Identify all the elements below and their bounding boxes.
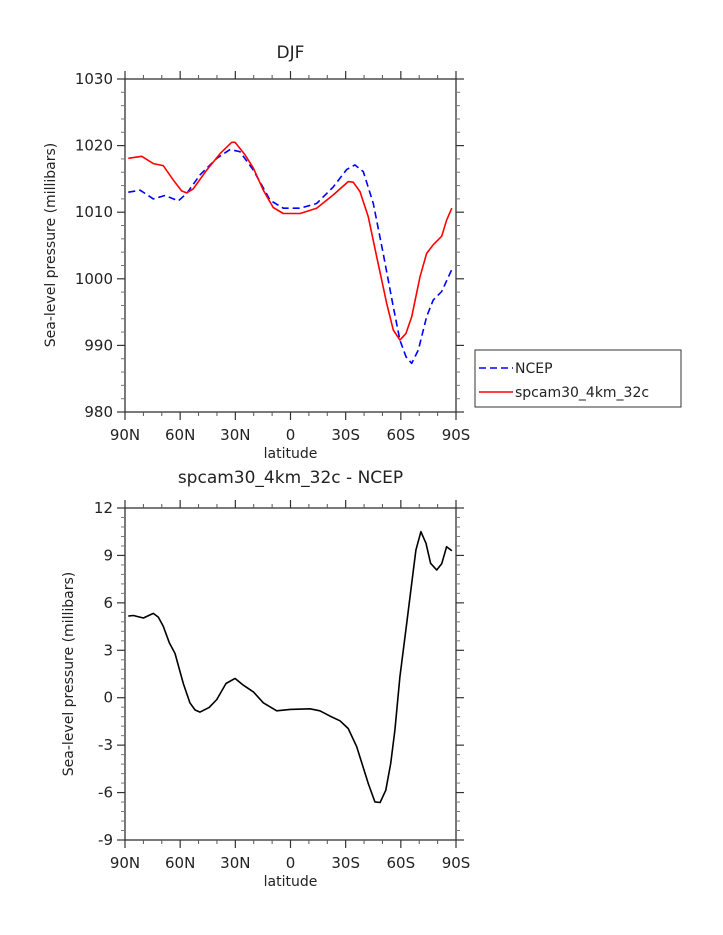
chart-title: DJF xyxy=(277,43,305,63)
plot-frame xyxy=(124,78,457,413)
x-tick-label: 90N xyxy=(110,426,140,444)
x-tick-label: 0 xyxy=(286,854,296,872)
x-axis-label: latitude xyxy=(264,874,318,890)
legend: NCEP spcam30_4km_32c xyxy=(474,349,682,408)
panel-1: 90N 60N 30N 0 30S 60S 90S 980 990 1000 1010 1020 103… xyxy=(43,43,682,462)
y-tick-label: 980 xyxy=(84,403,113,421)
y-tick-label: 0 xyxy=(103,689,113,707)
legend-box xyxy=(474,349,682,408)
y-tick-label: 3 xyxy=(103,641,113,659)
x-axis-label: latitude xyxy=(264,446,318,462)
x-tick-label: 90S xyxy=(442,426,471,444)
x-tick-label: 60N xyxy=(165,854,195,872)
x-tick-label: 90S xyxy=(442,854,471,872)
x-tick-label: 60S xyxy=(387,426,416,444)
y-tick-label: 1010 xyxy=(75,203,113,221)
legend-label: spcam30_4km_32c xyxy=(515,385,649,401)
chart-title: spcam30_4km_32c - NCEP xyxy=(178,468,403,488)
y-tick-label: 12 xyxy=(94,499,113,517)
y-tick-label: 990 xyxy=(84,336,113,354)
legend-label: NCEP xyxy=(515,361,553,377)
y-tick-label: 6 xyxy=(103,594,113,612)
x-tick-label: 60S xyxy=(387,854,416,872)
panel-2: 90N 60N 30N 0 30S 60S 90S -9 -6 -3 0 3 6 9 12 spcam30_4… xyxy=(61,468,470,890)
x-tick-label: 30S xyxy=(331,426,360,444)
x-tick-label: 30N xyxy=(220,854,250,872)
y-tick-label: 9 xyxy=(103,546,113,564)
y-tick-label: -3 xyxy=(98,736,113,754)
series-line-ncep xyxy=(128,148,453,365)
series-line-difference xyxy=(128,530,453,804)
y-tick-label: -9 xyxy=(98,831,113,849)
x-tick-label: 30N xyxy=(220,426,250,444)
y-tick-label: 1030 xyxy=(75,70,113,88)
y-tick-label: -6 xyxy=(98,784,113,802)
x-tick-label: 30S xyxy=(331,854,360,872)
plot-frame xyxy=(124,507,457,841)
x-tick-label: 0 xyxy=(286,426,296,444)
x-tick-label: 60N xyxy=(165,426,195,444)
series-line-spcam30-4km-32c xyxy=(128,141,453,341)
y-axis-label: Sea-level pressure (millibars) xyxy=(43,143,59,347)
y-axis-label: Sea-level pressure (millibars) xyxy=(61,572,77,776)
y-tick-label: 1020 xyxy=(75,137,113,155)
x-tick-label: 90N xyxy=(110,854,140,872)
y-tick-label: 1000 xyxy=(75,270,113,288)
